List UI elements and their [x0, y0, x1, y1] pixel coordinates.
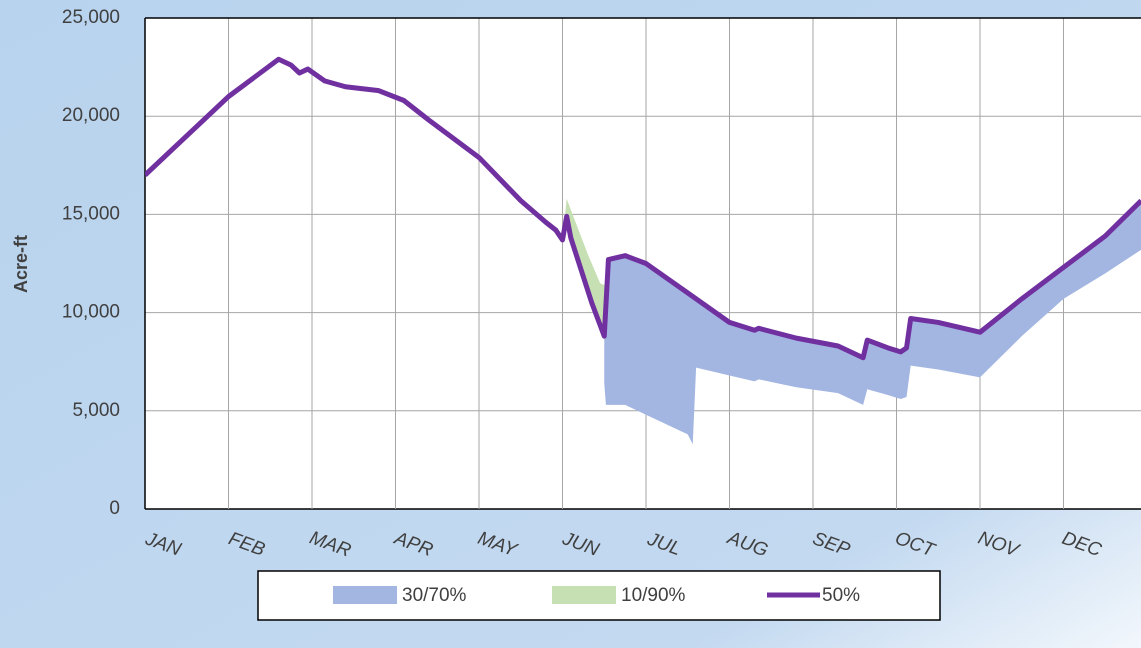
- legend-label: 50%: [822, 585, 860, 606]
- y-tick-label: 25,000: [62, 7, 120, 28]
- y-tick-label: 20,000: [62, 105, 120, 126]
- legend-swatch: [333, 586, 397, 604]
- y-tick-label: 0: [109, 498, 120, 519]
- marks: [145, 56, 1141, 445]
- legend-label: 10/90%: [621, 585, 686, 606]
- y-tick-label: 10,000: [62, 302, 120, 323]
- band-area: [604, 200, 1141, 445]
- y-tick-label: 5,000: [72, 400, 120, 421]
- legend-label: 30/70%: [402, 585, 467, 606]
- legend: 30/70% 10/90% 50%: [333, 585, 860, 606]
- line: [145, 56, 1141, 361]
- grid: [144, 17, 1141, 510]
- y-tick-label: 15,000: [62, 203, 120, 224]
- legend-swatch: [552, 586, 616, 604]
- y-axis-label: Acre-ft: [11, 235, 31, 293]
- band-area: [562, 198, 609, 337]
